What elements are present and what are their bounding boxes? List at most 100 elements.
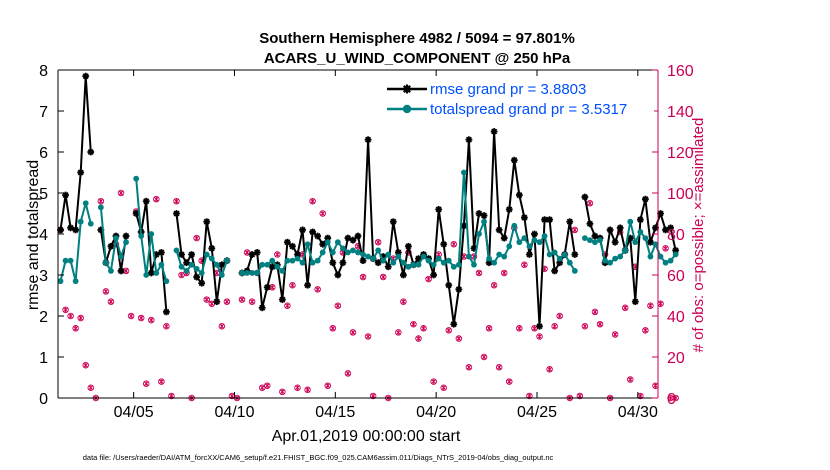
totalspread-point xyxy=(350,247,356,254)
rmse-point xyxy=(188,251,196,258)
rmse-point xyxy=(636,216,644,224)
obs-assimilated-point xyxy=(410,321,417,327)
totalspread-point xyxy=(450,263,457,270)
obs-assimilated-point xyxy=(466,364,472,370)
rmse-point xyxy=(520,214,528,221)
totalspread-point xyxy=(148,231,155,237)
obs-assimilated-point xyxy=(491,282,497,288)
totalspread-point xyxy=(430,261,437,268)
y-right-tick-label: 0 xyxy=(667,391,676,408)
obs-possible-point xyxy=(218,323,226,330)
totalspread-point xyxy=(420,253,427,260)
totalspread-point xyxy=(218,272,225,278)
totalspread-point xyxy=(612,255,619,262)
obs-assimilated-point xyxy=(259,385,265,391)
obs-possible-point xyxy=(490,282,498,289)
totalspread-point xyxy=(486,255,492,262)
rmse-point xyxy=(546,216,553,224)
obs-possible-point xyxy=(223,298,231,305)
totalspread-point xyxy=(97,204,104,211)
rmse-point xyxy=(208,244,216,252)
totalspread-point xyxy=(637,229,644,235)
rmse-point xyxy=(359,257,367,265)
totalspread-point xyxy=(334,239,341,246)
totalspread-point xyxy=(526,243,533,250)
totalspread-point xyxy=(108,268,114,274)
x-tick-label: 04/10 xyxy=(214,404,254,421)
obs-possible-point xyxy=(127,312,135,320)
rmse-point xyxy=(107,242,115,250)
obs-possible-point xyxy=(62,306,69,314)
rmse-point xyxy=(319,240,327,248)
obs-assimilated-point xyxy=(103,288,109,294)
totalspread-point xyxy=(536,239,543,246)
legend-totalspread-label: totalspread grand pr = 3.5317 xyxy=(430,101,627,118)
totalspread-point xyxy=(224,257,230,264)
obs-possible-point xyxy=(163,323,170,330)
obs-assimilated-point xyxy=(673,395,679,401)
y-right-tick-label: 120 xyxy=(667,145,694,162)
totalspread-point xyxy=(375,247,382,254)
totalspread-point xyxy=(400,259,407,266)
totalspread-point xyxy=(138,233,145,239)
obs-assimilated-point xyxy=(587,200,593,206)
rmse-point xyxy=(399,271,407,279)
obs-assimilated-point xyxy=(536,333,543,340)
totalspread-point xyxy=(501,253,508,260)
footnote: data file: /Users/raeder/DAI/ATM_forcXX/… xyxy=(83,453,554,462)
obs-assimilated-point xyxy=(63,307,69,313)
totalspread-point xyxy=(592,239,598,246)
rmse-point xyxy=(117,267,125,275)
obs-assimilated-point xyxy=(158,379,164,385)
obs-possible-point xyxy=(450,240,458,248)
y-tick-label: 5 xyxy=(39,186,48,203)
rmse-point xyxy=(299,226,306,234)
totalspread-point xyxy=(304,241,311,248)
obs-assimilated-point xyxy=(118,190,124,196)
rmse-point xyxy=(122,232,130,240)
rmse-point xyxy=(440,240,448,248)
rmse-point xyxy=(178,251,185,258)
obs-possible-point xyxy=(314,286,321,293)
obs-possible-point xyxy=(591,308,599,316)
y-right-tick-label: 100 xyxy=(667,186,694,203)
rmse-point xyxy=(495,226,503,234)
obs-assimilated-point xyxy=(284,303,290,309)
obs-assimilated-point xyxy=(627,376,633,383)
totalspread-point xyxy=(153,270,160,276)
obs-assimilated-point xyxy=(128,313,134,319)
obs-assimilated-point xyxy=(310,198,316,204)
obs-assimilated-point xyxy=(330,325,336,331)
totalspread-point xyxy=(370,255,377,262)
rmse-point xyxy=(667,224,675,232)
obs-assimilated-point xyxy=(335,303,341,309)
rmse-point xyxy=(364,136,372,144)
legend-rmse-asterisk xyxy=(402,84,412,94)
totalspread-point xyxy=(476,231,482,237)
obs-assimilated-point xyxy=(224,299,230,305)
obs-assimilated-point xyxy=(612,331,618,338)
totalspread-point xyxy=(440,259,447,266)
totalspread-point xyxy=(249,270,256,276)
totalspread-point xyxy=(183,268,190,274)
rmse-point xyxy=(77,169,85,176)
rmse-point xyxy=(314,232,322,240)
rmse-point xyxy=(611,238,619,246)
obs-assimilated-point xyxy=(315,286,321,292)
y-axis-label: rmse and totalspread xyxy=(25,160,42,310)
totalspread-point xyxy=(365,253,371,260)
rmse-point xyxy=(157,249,165,256)
totalspread-point xyxy=(163,278,170,285)
totalspread-point xyxy=(173,247,180,254)
rmse-point xyxy=(631,298,639,306)
obs-possible-point xyxy=(611,331,619,338)
totalspread-point xyxy=(516,239,523,246)
obs-assimilated-point xyxy=(194,235,200,241)
rmse-point xyxy=(173,210,180,217)
obs-possible-point xyxy=(137,314,145,322)
legend: rmse grand pr = 3.8803 totalspread grand… xyxy=(382,76,654,120)
obs-assimilated-point xyxy=(325,383,331,389)
obs-possible-point xyxy=(400,298,407,305)
y-tick-label: 6 xyxy=(39,145,48,162)
y-tick-label: 3 xyxy=(39,268,48,285)
